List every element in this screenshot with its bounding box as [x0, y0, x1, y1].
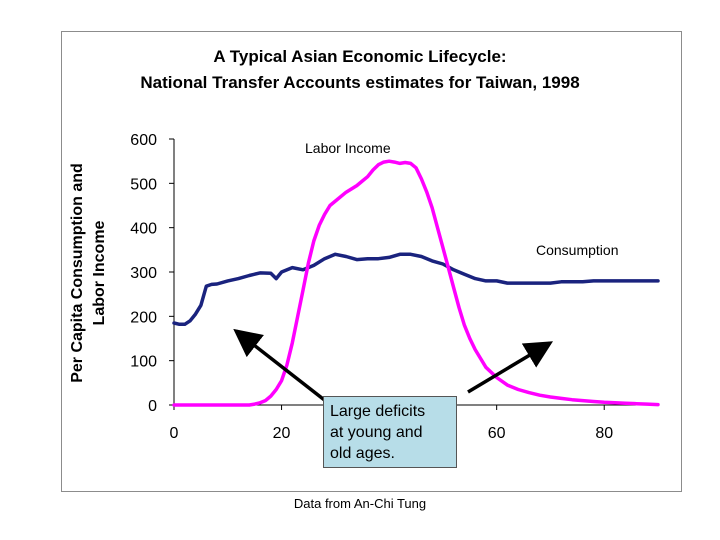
source-note: Data from An-Chi Tung [293, 496, 427, 511]
y-tick-label: 100 [130, 354, 157, 371]
series-line-consumption [172, 252, 660, 327]
y-tick-label: 0 [148, 398, 157, 415]
series-label-consumption: Consumption [536, 242, 619, 258]
y-tick-label: 200 [130, 309, 157, 326]
arrow-old-ages [467, 341, 554, 394]
series-label-labor-income: Labor Income [305, 140, 391, 156]
annotation-line2: at young and [330, 424, 423, 441]
x-tick-label: 80 [595, 425, 613, 442]
y-tick-label: 600 [130, 132, 157, 149]
y-tick-label: 300 [130, 265, 157, 282]
arrow-young-ages [233, 328, 329, 404]
y-tick-label: 400 [130, 221, 157, 238]
series-line-labor-income [172, 159, 660, 407]
chart-subtitle: National Transfer Accounts estimates for… [140, 73, 580, 92]
annotation-callout: Large deficits at young and old ages. [323, 396, 457, 468]
chart-title: A Typical Asian Economic Lifecycle: [213, 47, 507, 66]
annotation-line1: Large deficits [330, 403, 426, 420]
x-tick-label: 20 [273, 425, 291, 442]
y-tick-label: 500 [130, 176, 157, 193]
annotation-line3: old ages. [330, 445, 395, 462]
x-tick-label: 0 [170, 425, 179, 442]
x-tick-label: 60 [488, 425, 506, 442]
